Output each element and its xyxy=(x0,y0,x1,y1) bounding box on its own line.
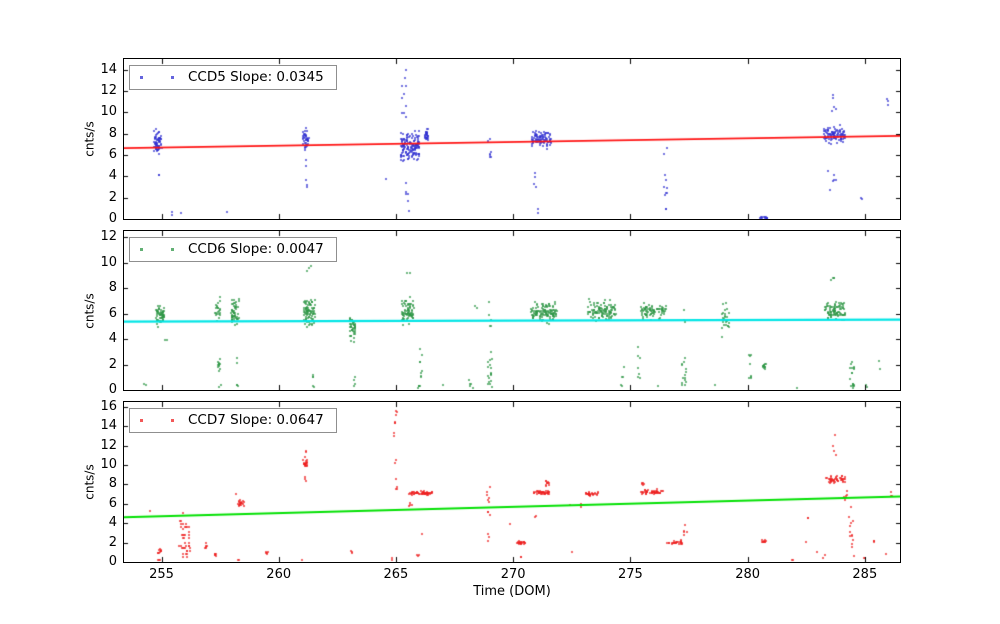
x-tick-label: 280 xyxy=(735,567,761,582)
y-tick-label: 0 xyxy=(108,382,117,397)
y-tick-label: 2 xyxy=(108,534,117,550)
y-tick-label: 2 xyxy=(108,189,117,205)
y-tick-label: 16 xyxy=(100,398,117,414)
axes-ccd6: CCD6 Slope: 0.0047 cnts/s xyxy=(83,230,901,391)
y-tick-label: 10 xyxy=(100,104,117,120)
x-axis-label: Time (DOM) xyxy=(473,584,551,599)
x-tick-label: 285 xyxy=(852,567,878,582)
y-tick-label: 4 xyxy=(108,331,117,347)
legend-ccd7: CCD7 Slope: 0.0647 xyxy=(129,408,337,433)
y-tick-label: 8 xyxy=(108,125,117,141)
legend-marker-dots xyxy=(140,247,174,251)
axes-ccd5: CCD5 Slope: 0.0345 cnts/s xyxy=(83,58,901,220)
y-tick-label: 12 xyxy=(100,83,117,98)
y-tick-label: 12 xyxy=(100,437,117,453)
x-tick-label: 275 xyxy=(617,567,643,582)
x-tick-label: 270 xyxy=(500,567,526,582)
y-tick-label: 14 xyxy=(100,61,117,77)
legend-label-ccd6: CCD6 Slope: 0.0047 xyxy=(188,241,324,257)
y-tick-label: 6 xyxy=(108,305,117,321)
y-tick-label: 8 xyxy=(108,476,117,492)
y-tick-label: 8 xyxy=(108,280,117,296)
y-tick-label: 12 xyxy=(100,229,117,245)
y-tick-label: 6 xyxy=(108,495,117,511)
legend-ccd6: CCD6 Slope: 0.0047 xyxy=(129,237,337,262)
x-tick-label: 260 xyxy=(266,567,292,582)
y-tick-label: 14 xyxy=(100,418,117,434)
y-tick-label: 0 xyxy=(108,211,117,226)
legend-label-ccd7: CCD7 Slope: 0.0647 xyxy=(188,412,324,428)
y-tick-label: 2 xyxy=(108,356,117,372)
legend-marker-dots xyxy=(140,75,174,79)
legend-ccd5: CCD5 Slope: 0.0345 xyxy=(129,65,337,90)
legend-label-ccd5: CCD5 Slope: 0.0345 xyxy=(188,69,324,85)
x-tick-label: 265 xyxy=(383,567,409,582)
y-tick-label: 4 xyxy=(108,515,117,531)
y-tick-label: 0 xyxy=(108,554,117,569)
legend-marker-dots xyxy=(140,418,174,422)
y-tick-label: 10 xyxy=(100,254,117,270)
y-tick-label: 6 xyxy=(108,147,117,162)
y-tick-label: 10 xyxy=(100,457,117,473)
axes-ccd7: CCD7 Slope: 0.0647 cnts/s xyxy=(83,401,901,563)
x-tick-label: 255 xyxy=(149,567,174,582)
y-tick-label: 4 xyxy=(108,168,117,184)
